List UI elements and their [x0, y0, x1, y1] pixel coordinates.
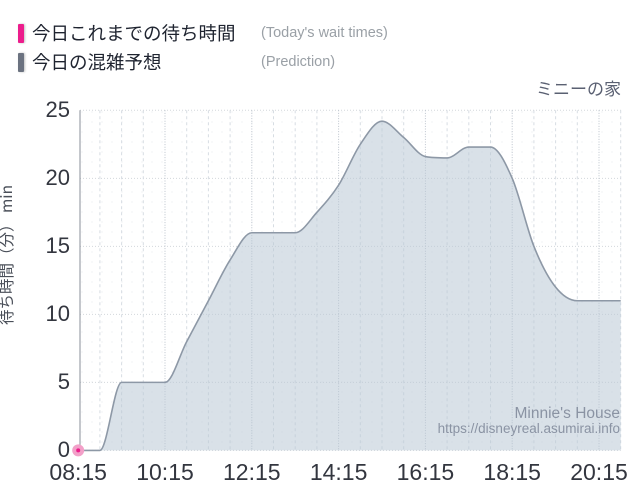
svg-text:20:15: 20:15	[570, 459, 628, 485]
svg-text:5: 5	[58, 369, 70, 394]
svg-text:https://disneyreal.asumirai.in: https://disneyreal.asumirai.info	[438, 421, 620, 436]
svg-text:ミニーの家: ミニーの家	[536, 75, 621, 100]
svg-text:18:15: 18:15	[483, 459, 541, 485]
svg-text:10: 10	[46, 301, 70, 326]
svg-text:20: 20	[46, 165, 70, 190]
svg-text:12:15: 12:15	[223, 459, 281, 485]
svg-text:待ち時間（分） min: 待ち時間（分） min	[0, 185, 17, 325]
svg-text:14:15: 14:15	[310, 459, 368, 485]
svg-text:25: 25	[46, 97, 70, 122]
svg-text:08:15: 08:15	[49, 459, 107, 485]
svg-text:16:15: 16:15	[397, 459, 455, 485]
svg-text:15: 15	[46, 233, 70, 258]
svg-text:10:15: 10:15	[136, 459, 194, 485]
svg-text:Minnie's House: Minnie's House	[515, 405, 620, 422]
